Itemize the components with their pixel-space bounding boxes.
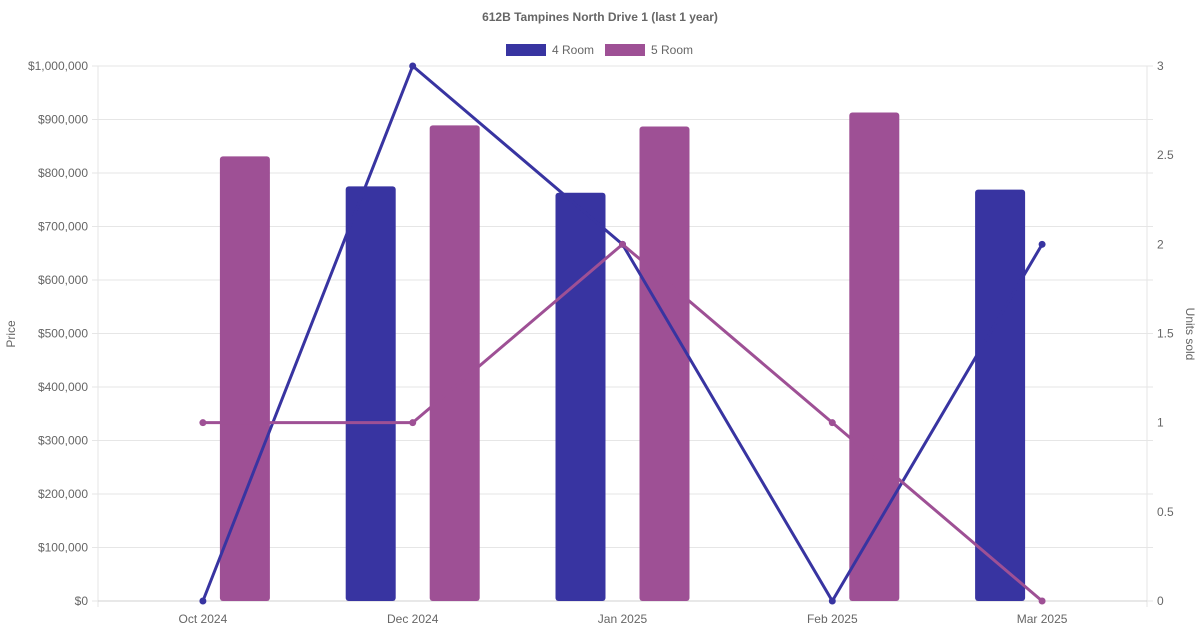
y-right-tick-label: 1.5	[1157, 327, 1174, 341]
point-5-room[interactable]	[619, 240, 626, 248]
x-tick-label: Dec 2024	[387, 612, 439, 626]
bar-4-room[interactable]	[555, 192, 606, 602]
y-axis-left-ticks: $0 $100,000 $200,000 $300,000 $400,000 $500,0…	[28, 59, 88, 608]
y-right-tick-label: 2.5	[1157, 148, 1174, 162]
point-4-room[interactable]	[828, 597, 836, 605]
line-series	[199, 62, 1046, 605]
legend-item-5-room[interactable]: 5 Room	[605, 43, 693, 57]
y-right-tick-label: 3	[1157, 59, 1164, 73]
legend-swatch-5-room	[605, 44, 645, 56]
y-right-tick-label: 0.5	[1157, 505, 1174, 519]
y-left-tick-label: $900,000	[38, 113, 88, 127]
y-right-tick-label: 0	[1157, 594, 1164, 608]
y-axis-left-title: Price	[4, 320, 18, 348]
y-left-tick-label: $800,000	[38, 166, 88, 180]
point-5-room[interactable]	[409, 419, 417, 427]
bar-5-room[interactable]	[849, 112, 900, 602]
y-axis-right-title: Units sold	[1183, 308, 1197, 361]
point-5-room[interactable]	[1038, 597, 1046, 605]
y-left-tick-label: $600,000	[38, 273, 88, 287]
legend-swatch-4-room	[506, 44, 546, 56]
y-axis-right-ticks: 0 0.5 1 1.5 2 2.5 3	[1157, 59, 1174, 608]
y-left-tick-label: $100,000	[38, 541, 88, 555]
legend: 4 Room 5 Room	[506, 43, 693, 57]
x-axis-ticks: Oct 2024 Dec 2024 Jan 2025 Feb 2025 Mar 2025	[179, 612, 1068, 626]
y-left-tick-label: $0	[75, 594, 89, 608]
y-left-tick-label: $200,000	[38, 487, 88, 501]
legend-item-4-room[interactable]: 4 Room	[506, 43, 594, 57]
y-right-tick-label: 1	[1157, 416, 1164, 430]
x-tick-label: Jan 2025	[598, 612, 648, 626]
point-5-room[interactable]	[828, 419, 836, 427]
legend-label-4-room: 4 Room	[552, 43, 594, 57]
legend-label-5-room: 5 Room	[651, 43, 693, 57]
x-tick-label: Mar 2025	[1017, 612, 1068, 626]
point-4-room[interactable]	[199, 597, 207, 605]
chart-title: 612B Tampines North Drive 1 (last 1 year…	[482, 10, 718, 24]
bar-4-room[interactable]	[975, 189, 1026, 601]
y-left-tick-label: $500,000	[38, 327, 88, 341]
bar-4-room[interactable]	[345, 186, 396, 601]
x-tick-label: Feb 2025	[807, 612, 858, 626]
bar-5-room[interactable]	[639, 126, 690, 601]
y-left-tick-label: $700,000	[38, 220, 88, 234]
point-4-room[interactable]	[1038, 240, 1046, 248]
bar-5-room[interactable]	[429, 125, 480, 601]
y-left-tick-label: $1,000,000	[28, 59, 88, 73]
x-tick-label: Oct 2024	[179, 612, 228, 626]
y-left-tick-label: $300,000	[38, 434, 88, 448]
y-right-tick-label: 2	[1157, 237, 1164, 251]
y-left-tick-label: $400,000	[38, 380, 88, 394]
point-4-room[interactable]	[409, 62, 417, 70]
bars	[219, 112, 1026, 602]
point-5-room[interactable]	[199, 419, 207, 427]
bar-5-room[interactable]	[219, 156, 270, 602]
